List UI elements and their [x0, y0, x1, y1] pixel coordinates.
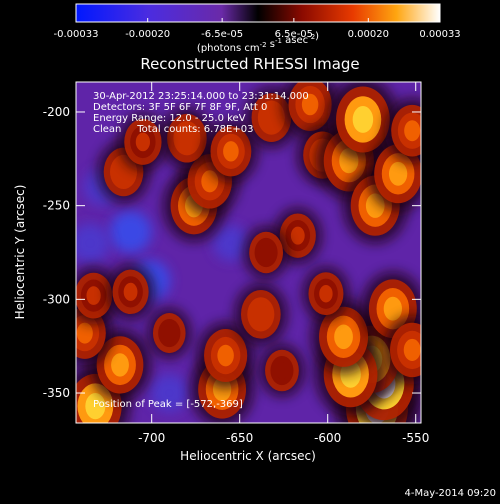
bright-region	[106, 263, 155, 320]
colorbar-tick-label: -0.00020	[125, 29, 170, 40]
bright-region	[382, 315, 421, 385]
bright-region	[197, 322, 255, 389]
colorbar-tick-label: 6.5e-05	[275, 29, 313, 40]
chart-title: Reconstructed RHESSI Image	[140, 55, 359, 73]
annotation-time-range: 30-Apr-2012 23:25:14.000 to 23:31:14.000	[93, 91, 309, 102]
colorbar	[75, 3, 441, 23]
bright-region	[327, 82, 399, 161]
y-axis-label: Heliocentric Y (arcsec)	[13, 185, 27, 320]
y-tick-label: -350	[43, 386, 70, 400]
bright-region	[384, 98, 421, 164]
bright-region	[259, 344, 305, 397]
y-axis-ticks: -350 -300 -250 -200	[43, 105, 421, 400]
y-tick-label: -200	[43, 105, 70, 119]
bright-regions	[76, 82, 421, 423]
plot-frame	[75, 81, 422, 424]
colorbar-ticks: -0.00033 -0.00020 -6.5e-05 6.5e-05 0.00020 0.…	[54, 18, 461, 40]
colorbar-tick-label: 0.00033	[419, 29, 460, 40]
y-tick-label: -300	[43, 292, 70, 306]
negative-region	[76, 223, 110, 263]
y-tick-label: -250	[43, 199, 70, 213]
bright-region	[243, 226, 289, 279]
colorbar-tick-label: 0.00020	[348, 29, 389, 40]
bright-region	[160, 107, 214, 169]
bright-region	[147, 307, 191, 359]
colorbar-units-label: (photons cm-2 s-1 asec-2)	[197, 31, 319, 54]
bright-region	[302, 266, 349, 321]
x-axis-ticks: -700 -650 -600 -550	[138, 82, 429, 445]
bright-region	[203, 119, 258, 183]
negative-region	[109, 210, 152, 253]
x-tick-label: -650	[226, 431, 253, 445]
x-axis-label: Heliocentric X (arcsec)	[180, 449, 316, 463]
bright-region	[89, 328, 151, 402]
colorbar-tick-label: -6.5e-05	[201, 29, 243, 40]
plot-area	[76, 82, 421, 423]
negative-region	[213, 225, 249, 261]
footer-date: 4-May-2014 09:20	[404, 488, 496, 499]
colorbar-tick-label: -0.00033	[54, 29, 99, 40]
x-tick-label: -600	[314, 431, 341, 445]
x-tick-label: -700	[138, 431, 165, 445]
annotation-energy-range: Energy Range: 12.0 - 25.0 keV	[93, 113, 246, 124]
annotation-clean-counts: Clean Total counts: 6.78E+03	[93, 124, 253, 135]
annotation-peak-position: Position of Peak = [-572,-369]	[93, 399, 243, 410]
bright-region	[234, 283, 287, 345]
x-tick-label: -550	[402, 431, 429, 445]
annotation-detectors: Detectors: 3F 5F 6F 7F 8F 9F, Att 0	[93, 102, 267, 113]
bright-region	[118, 113, 168, 171]
negative-region	[150, 373, 189, 413]
bright-region	[281, 82, 339, 138]
bright-region	[76, 266, 119, 325]
